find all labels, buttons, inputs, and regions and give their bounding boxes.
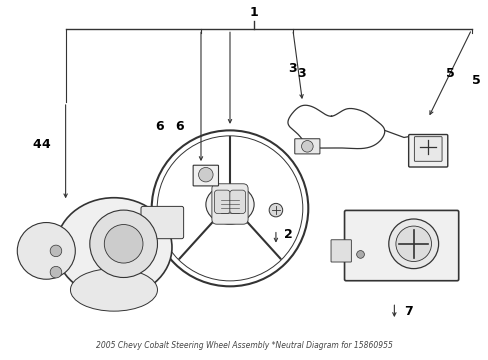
Circle shape	[50, 245, 61, 257]
Circle shape	[388, 219, 438, 269]
Circle shape	[50, 266, 61, 278]
Text: 3: 3	[296, 67, 305, 80]
Text: 4: 4	[32, 138, 41, 151]
Ellipse shape	[205, 185, 254, 224]
FancyBboxPatch shape	[330, 240, 351, 262]
FancyBboxPatch shape	[408, 135, 447, 167]
Text: 5: 5	[471, 74, 480, 87]
Ellipse shape	[70, 269, 157, 311]
Circle shape	[395, 226, 430, 261]
Ellipse shape	[56, 198, 172, 297]
Text: 2: 2	[283, 229, 292, 242]
Text: 4: 4	[42, 138, 51, 151]
Circle shape	[104, 225, 142, 263]
Ellipse shape	[17, 222, 75, 279]
Text: 7: 7	[404, 305, 412, 318]
Text: 6: 6	[175, 120, 183, 133]
Text: 2005 Chevy Cobalt Steering Wheel Assembly *Neutral Diagram for 15860955: 2005 Chevy Cobalt Steering Wheel Assembl…	[96, 341, 392, 350]
FancyBboxPatch shape	[229, 190, 245, 213]
Text: 1: 1	[249, 6, 258, 19]
Circle shape	[356, 251, 364, 258]
Circle shape	[268, 203, 282, 217]
FancyBboxPatch shape	[413, 137, 441, 161]
Circle shape	[301, 140, 312, 152]
Text: 5: 5	[445, 67, 453, 80]
Circle shape	[198, 167, 213, 182]
Circle shape	[90, 210, 157, 278]
Text: 6: 6	[155, 120, 164, 133]
FancyBboxPatch shape	[294, 139, 319, 154]
FancyBboxPatch shape	[214, 190, 230, 213]
FancyBboxPatch shape	[344, 211, 458, 281]
FancyBboxPatch shape	[211, 184, 247, 224]
FancyBboxPatch shape	[193, 165, 218, 186]
FancyBboxPatch shape	[141, 206, 183, 239]
Text: 3: 3	[288, 62, 297, 75]
